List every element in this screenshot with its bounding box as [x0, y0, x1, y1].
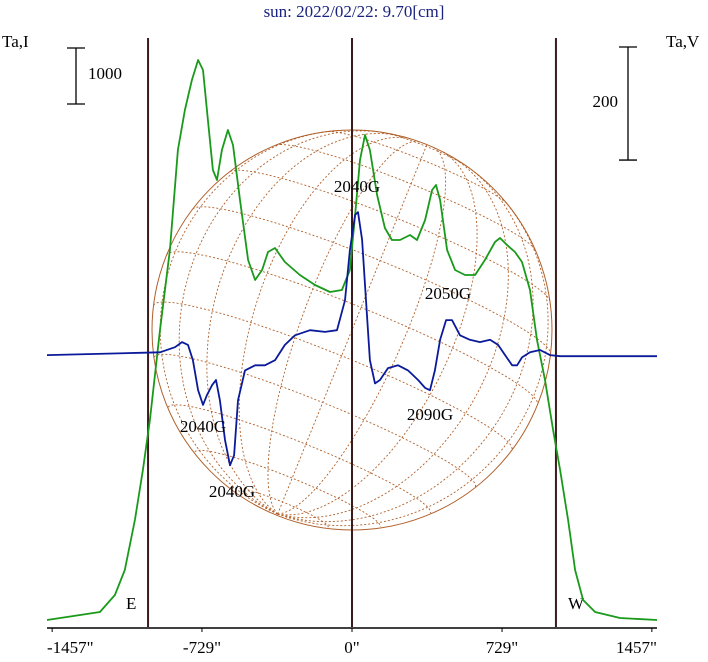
annotation: 2040G	[180, 417, 226, 436]
disk-grid-line	[267, 140, 420, 515]
x-tick-label: 1457"	[616, 638, 657, 657]
disk-grid-line	[159, 130, 339, 515]
data-line	[46, 211, 657, 467]
disk-grid-line	[277, 147, 447, 515]
annotation: 2050G	[425, 284, 471, 303]
x-tick-label: 729"	[486, 638, 518, 657]
disk-grid-line	[153, 301, 513, 451]
y-axis-label: Ta,I	[2, 32, 29, 51]
disk-grid-line	[167, 404, 432, 514]
limb-label: W	[568, 594, 585, 613]
limb-label: E	[126, 594, 136, 613]
disk-grid-line	[277, 195, 549, 527]
y2-axis-label: Ta,V	[666, 32, 700, 51]
disk-grid-line	[178, 130, 384, 515]
annotation: 2040G	[209, 482, 255, 501]
annotation: 2090G	[407, 405, 453, 424]
y2-scale-bar-label: 200	[593, 92, 619, 111]
x-tick-label: -729"	[183, 638, 221, 657]
data-line	[46, 59, 658, 621]
disk-grid-line	[166, 251, 539, 406]
disk-grid-line	[206, 133, 399, 515]
disk-grid-line	[192, 206, 552, 354]
x-tick-label: -1457"	[47, 638, 94, 657]
disk-grid-line	[277, 157, 509, 519]
disk-grid-line	[238, 136, 413, 515]
disk-grid-line	[328, 131, 508, 205]
disk-grid-line	[277, 150, 478, 516]
disk-grid-line	[277, 165, 534, 523]
solar-disk	[151, 129, 553, 531]
annotation: 2040G	[334, 177, 380, 196]
y-scale-bar-label: 1000	[88, 64, 122, 83]
x-tick-label: 0"	[344, 638, 359, 657]
chart-title: sun: 2022/02/22: 9.70[cm]	[264, 2, 445, 21]
